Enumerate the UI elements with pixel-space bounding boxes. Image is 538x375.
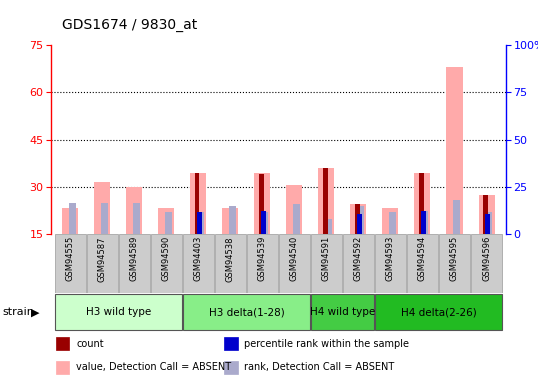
- Text: H3 wild type: H3 wild type: [86, 307, 151, 317]
- Bar: [414, 173, 430, 234]
- Text: GSM94589: GSM94589: [130, 236, 139, 282]
- Bar: [195, 173, 200, 234]
- Bar: [259, 174, 264, 234]
- FancyBboxPatch shape: [183, 294, 310, 330]
- FancyBboxPatch shape: [407, 234, 438, 292]
- Bar: [229, 206, 236, 234]
- Text: GSM94590: GSM94590: [162, 236, 171, 281]
- FancyBboxPatch shape: [311, 294, 374, 330]
- Bar: [485, 214, 490, 234]
- Text: GSM94596: GSM94596: [482, 236, 491, 282]
- Bar: [447, 67, 463, 234]
- Text: H3 delta(1-28): H3 delta(1-28): [209, 307, 284, 317]
- Bar: [421, 211, 426, 234]
- FancyBboxPatch shape: [55, 234, 86, 292]
- Text: GSM94592: GSM94592: [354, 236, 363, 281]
- Bar: [483, 195, 487, 234]
- Bar: [325, 219, 332, 234]
- Bar: [222, 207, 238, 234]
- Text: strain: strain: [3, 307, 34, 317]
- Bar: [62, 207, 79, 234]
- FancyBboxPatch shape: [55, 294, 182, 330]
- FancyBboxPatch shape: [215, 234, 246, 292]
- FancyBboxPatch shape: [471, 234, 502, 292]
- Bar: [133, 203, 140, 234]
- Bar: [350, 204, 366, 234]
- Bar: [478, 195, 494, 234]
- Text: percentile rank within the sample: percentile rank within the sample: [244, 339, 409, 349]
- FancyBboxPatch shape: [375, 234, 406, 292]
- FancyBboxPatch shape: [279, 234, 310, 292]
- Bar: [101, 203, 108, 234]
- Bar: [55, 361, 69, 374]
- Bar: [355, 204, 359, 234]
- Text: GDS1674 / 9830_at: GDS1674 / 9830_at: [62, 18, 197, 32]
- Bar: [293, 204, 300, 234]
- Bar: [261, 211, 266, 234]
- Bar: [254, 173, 271, 234]
- FancyBboxPatch shape: [375, 294, 502, 330]
- Bar: [389, 212, 396, 234]
- Bar: [453, 200, 460, 234]
- Bar: [286, 186, 302, 234]
- Text: GSM94539: GSM94539: [258, 236, 267, 282]
- Text: GSM94594: GSM94594: [418, 236, 427, 281]
- Bar: [485, 212, 492, 234]
- Bar: [323, 168, 328, 234]
- Text: ▶: ▶: [31, 307, 40, 317]
- Bar: [318, 168, 335, 234]
- Bar: [419, 173, 423, 234]
- Text: GSM94538: GSM94538: [226, 236, 235, 282]
- Text: H4 wild type: H4 wild type: [310, 307, 375, 317]
- Bar: [357, 206, 364, 234]
- Text: value, Detection Call = ABSENT: value, Detection Call = ABSENT: [76, 362, 231, 372]
- FancyBboxPatch shape: [151, 234, 182, 292]
- Bar: [261, 212, 268, 234]
- Bar: [197, 212, 204, 234]
- Text: GSM94540: GSM94540: [290, 236, 299, 281]
- Text: GSM94593: GSM94593: [386, 236, 395, 282]
- Bar: [190, 173, 207, 234]
- Bar: [357, 214, 362, 234]
- Bar: [94, 182, 110, 234]
- Bar: [383, 207, 399, 234]
- Text: GSM94587: GSM94587: [98, 236, 107, 282]
- Text: GSM94595: GSM94595: [450, 236, 459, 281]
- Text: GSM94403: GSM94403: [194, 236, 203, 282]
- Bar: [224, 361, 237, 374]
- FancyBboxPatch shape: [183, 234, 214, 292]
- FancyBboxPatch shape: [119, 234, 150, 292]
- Text: rank, Detection Call = ABSENT: rank, Detection Call = ABSENT: [244, 362, 394, 372]
- Text: H4 delta(2-26): H4 delta(2-26): [401, 307, 476, 317]
- Text: GSM94555: GSM94555: [66, 236, 75, 281]
- Bar: [421, 211, 428, 234]
- FancyBboxPatch shape: [343, 234, 374, 292]
- Text: count: count: [76, 339, 104, 349]
- FancyBboxPatch shape: [439, 234, 470, 292]
- Bar: [197, 212, 202, 234]
- Bar: [69, 203, 76, 234]
- FancyBboxPatch shape: [311, 234, 342, 292]
- FancyBboxPatch shape: [247, 234, 278, 292]
- FancyBboxPatch shape: [87, 234, 118, 292]
- Bar: [158, 207, 174, 234]
- Text: GSM94591: GSM94591: [322, 236, 331, 281]
- Bar: [224, 338, 237, 350]
- Bar: [165, 212, 172, 234]
- Bar: [55, 338, 69, 350]
- Bar: [126, 187, 143, 234]
